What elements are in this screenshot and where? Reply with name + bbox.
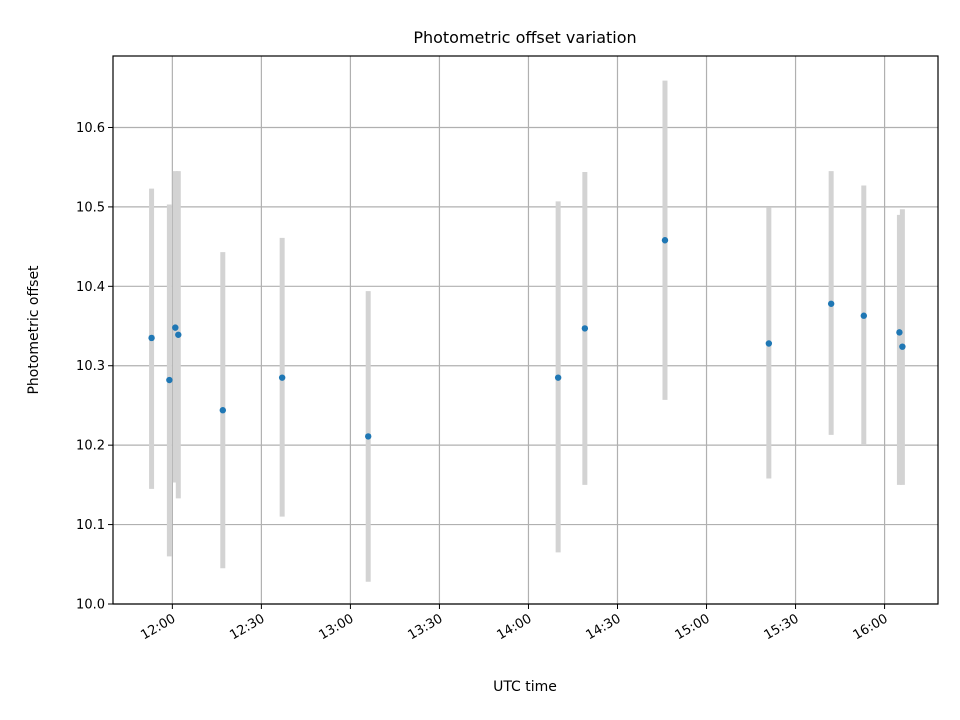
data-point xyxy=(661,237,669,244)
x-tick-label: 15:00 xyxy=(673,611,713,643)
x-tick-label: 14:00 xyxy=(495,611,535,643)
chart-title: Photometric offset variation xyxy=(413,28,636,47)
data-point xyxy=(827,300,835,307)
grid-lines xyxy=(113,56,938,605)
x-tick-label: 13:00 xyxy=(316,611,356,643)
data-point xyxy=(860,312,868,319)
data-point xyxy=(899,343,906,350)
y-tick-label: 10.6 xyxy=(76,121,105,136)
data-point xyxy=(175,331,182,338)
x-tick-label: 16:00 xyxy=(851,611,891,643)
y-tick-label: 10.4 xyxy=(76,280,105,295)
data-points xyxy=(148,237,906,440)
y-axis-label: Photometric offset xyxy=(26,265,42,395)
y-tick-label: 10.1 xyxy=(76,518,105,533)
data-point xyxy=(581,325,589,332)
x-tick-label: 12:00 xyxy=(138,611,178,643)
data-point xyxy=(365,433,372,440)
x-tick-label: 13:30 xyxy=(405,611,445,643)
error-bars xyxy=(149,80,905,582)
data-point xyxy=(278,374,286,381)
data-point xyxy=(554,374,562,381)
x-axis-label: UTC time xyxy=(493,679,557,695)
y-tick-label: 10.0 xyxy=(76,598,105,613)
data-point xyxy=(166,376,173,384)
data-point xyxy=(219,407,227,414)
data-point xyxy=(148,334,155,342)
y-tick-label: 10.3 xyxy=(76,359,105,374)
data-point xyxy=(765,340,773,347)
x-tick-label: 12:30 xyxy=(227,611,267,643)
x-tick-label: 14:30 xyxy=(584,611,624,643)
x-tick-label: 15:30 xyxy=(762,611,802,643)
x-axis-ticks: 12:00 12:30 13:00 13:30 14:00 14:30 15:00 15:30… xyxy=(138,604,891,643)
y-tick-label: 10.5 xyxy=(76,200,105,215)
data-point xyxy=(172,324,179,331)
plot-frame xyxy=(112,55,939,605)
y-axis-ticks: 10.0 10.1 10.2 10.3 10.4 10.5 10.6 xyxy=(76,121,113,613)
data-point xyxy=(896,329,903,336)
y-tick-label: 10.2 xyxy=(76,439,105,454)
